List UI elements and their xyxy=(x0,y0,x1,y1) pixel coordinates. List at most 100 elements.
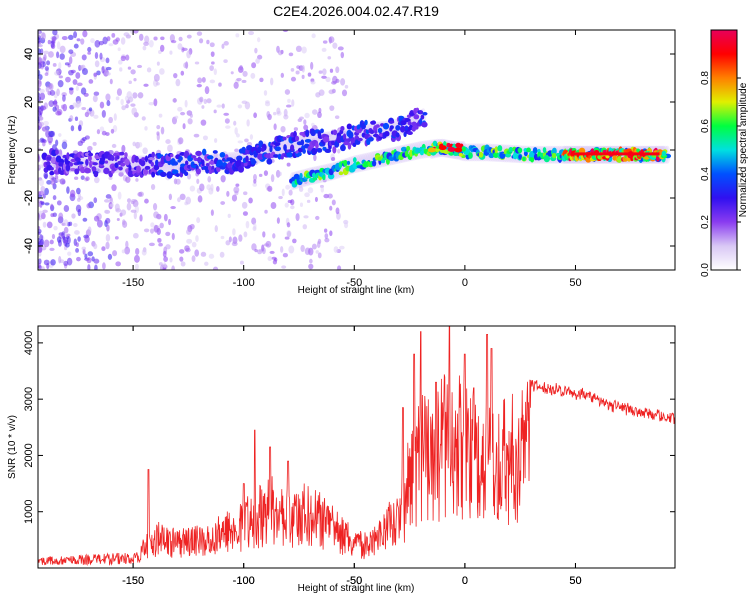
heatmap-noise-speck xyxy=(47,39,52,45)
heatmap-noise-speck xyxy=(80,87,87,95)
heatmap-noise-speck xyxy=(344,84,349,89)
heatmap-noise-speck xyxy=(169,257,173,263)
heatmap-noise-speck xyxy=(106,100,111,107)
heatmap-noise-speck xyxy=(216,185,220,192)
heatmap-cell xyxy=(382,122,390,130)
heatmap-cell xyxy=(184,171,189,176)
heatmap-noise-speck xyxy=(225,125,231,129)
heatmap-noise-speck xyxy=(287,98,291,103)
heatmap-cell xyxy=(212,150,218,154)
heatmap-noise-speck xyxy=(250,72,256,79)
heatmap-cell xyxy=(190,155,197,159)
heatmap-noise-speck xyxy=(184,99,188,108)
heatmap-cell xyxy=(243,162,248,167)
colorbar-tick-label: 0.0 xyxy=(700,263,711,277)
heatmap-cell xyxy=(347,142,352,150)
heatmap-noise-speck xyxy=(143,83,149,87)
heatmap-noise-speck xyxy=(314,196,318,203)
heatmap-noise-speck xyxy=(101,66,105,74)
heatmap-noise-speck xyxy=(118,171,124,177)
heatmap-cell xyxy=(415,147,421,153)
heatmap-noise-speck xyxy=(109,78,113,85)
heatmap-noise-speck xyxy=(209,42,215,48)
heatmap-noise-speck xyxy=(295,45,302,53)
heatmap-noise-speck xyxy=(235,183,240,187)
heatmap-noise-speck xyxy=(311,109,318,115)
heatmap-noise-speck xyxy=(259,77,264,83)
heatmap-noise-speck xyxy=(86,203,91,209)
heatmap-noise-speck xyxy=(288,245,295,254)
heatmap-noise-speck xyxy=(175,78,181,87)
heatmap-cell xyxy=(340,144,346,152)
heatmap-noise-speck xyxy=(81,106,87,111)
heatmap-noise-speck xyxy=(276,107,281,115)
heatmap-noise-speck xyxy=(70,69,76,74)
heatmap-noise-speck xyxy=(44,202,50,206)
heatmap-noise-speck xyxy=(344,222,349,229)
heatmap-noise-speck xyxy=(142,147,148,155)
heatmap-noise-speck xyxy=(180,111,186,116)
heatmap-noise-speck xyxy=(133,211,137,220)
heatmap-cell xyxy=(141,157,146,161)
heatmap-noise-speck xyxy=(38,231,41,236)
heatmap-noise-speck xyxy=(231,241,238,247)
heatmap-cell xyxy=(409,149,413,158)
heatmap-noise-speck xyxy=(51,177,57,181)
heatmap-noise-speck xyxy=(63,219,69,227)
heatmap-noise-speck xyxy=(43,172,49,179)
heatmap-noise-speck xyxy=(43,120,49,126)
heatmap-noise-speck xyxy=(153,98,158,107)
heatmap-cell xyxy=(237,165,245,173)
heatmap-cell xyxy=(332,146,337,154)
heatmap-noise-speck xyxy=(193,133,200,138)
heatmap-noise-speck xyxy=(251,217,257,225)
heatmap-cell xyxy=(346,160,351,165)
heatmap-noise-speck xyxy=(178,36,183,42)
heatmap-noise-speck xyxy=(38,194,43,198)
heatmap-noise-speck xyxy=(109,203,115,208)
heatmap-noise-speck xyxy=(163,262,167,269)
heatmap-cell xyxy=(85,158,89,166)
heatmap-cell xyxy=(151,151,155,158)
heatmap-noise-speck xyxy=(329,68,334,73)
heatmap-cell xyxy=(116,154,120,160)
heatmap-noise-speck xyxy=(134,263,139,270)
heatmap-cell xyxy=(93,171,99,178)
heatmap-y-tick-label: -40 xyxy=(23,238,35,254)
heatmap-cell xyxy=(404,150,409,157)
heatmap-noise-speck xyxy=(316,240,321,248)
heatmap-noise-speck xyxy=(56,200,62,206)
heatmap-noise-speck xyxy=(223,112,230,116)
colorbar-frame xyxy=(710,29,738,271)
heatmap-cell xyxy=(178,155,183,162)
heatmap-noise-speck xyxy=(179,256,184,262)
heatmap-cell xyxy=(352,142,357,148)
heatmap-noise-speck xyxy=(49,239,54,245)
heatmap-cell xyxy=(87,155,92,162)
heatmap-noise-speck xyxy=(254,248,258,253)
heatmap-cell xyxy=(290,144,295,152)
heatmap-noise-speck xyxy=(43,259,50,266)
heatmap-noise-speck xyxy=(81,54,87,61)
heatmap-noise-speck xyxy=(111,184,117,192)
heatmap-cell xyxy=(202,148,207,156)
heatmap-noise-speck xyxy=(131,199,138,203)
heatmap-noise-speck xyxy=(52,63,57,67)
heatmap-cell xyxy=(196,168,201,175)
heatmap-cell xyxy=(88,152,94,157)
snr-series-line xyxy=(38,326,675,567)
heatmap-noise-speck xyxy=(195,235,199,242)
heatmap-noise-speck xyxy=(38,201,42,208)
heatmap-noise-speck xyxy=(329,205,333,211)
heatmap-cell xyxy=(92,162,98,166)
heatmap-noise-speck xyxy=(213,109,217,114)
snr-y-tick-label: 3000 xyxy=(23,387,35,411)
heatmap-cell xyxy=(551,152,557,159)
heatmap-cell xyxy=(159,171,167,177)
snr-y-tick-label: 2000 xyxy=(23,443,35,467)
heatmap-noise-speck xyxy=(256,37,261,43)
heatmap-cell xyxy=(138,158,144,166)
heatmap-noise-speck xyxy=(331,157,336,161)
heatmap-noise-speck xyxy=(66,257,73,266)
